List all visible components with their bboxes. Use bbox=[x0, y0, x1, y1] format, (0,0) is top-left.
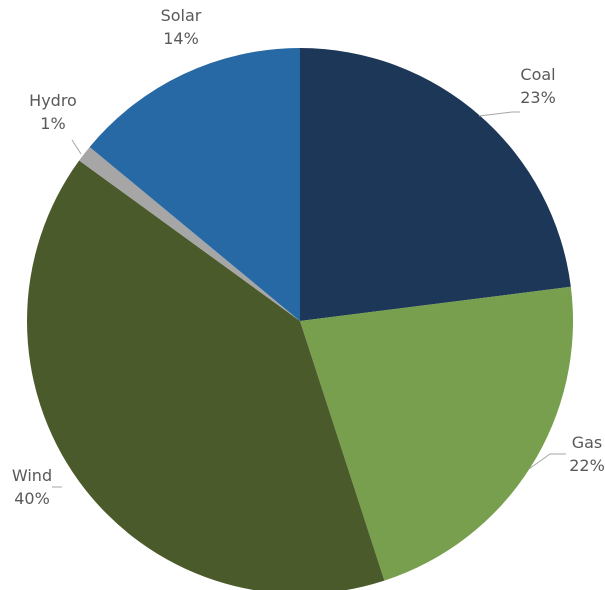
slice-name-coal: Coal bbox=[520, 65, 555, 84]
slice-percent-wind: 40% bbox=[14, 489, 50, 508]
leader-line-hydro bbox=[71, 139, 82, 155]
slice-name-gas: Gas bbox=[572, 433, 603, 452]
leader-line-coal bbox=[478, 111, 520, 117]
pie-slice-wind bbox=[27, 160, 385, 590]
slice-percent-gas: 22% bbox=[569, 456, 605, 475]
data-label-hydro: Hydro 1% bbox=[29, 91, 77, 133]
pie-slice-hydro bbox=[79, 146, 300, 321]
slice-percent-coal: 23% bbox=[520, 88, 556, 107]
leader-lines bbox=[52, 111, 566, 488]
pie-slices bbox=[27, 48, 574, 590]
leader-line-gas bbox=[528, 453, 566, 470]
data-label-solar: Solar 14% bbox=[161, 6, 202, 48]
slice-percent-hydro: 1% bbox=[40, 114, 65, 133]
data-labels: Coal 23% Gas 22% Wind 40% Hydro 1% Solar 14% bbox=[12, 6, 605, 508]
slice-name-wind: Wind bbox=[12, 466, 52, 485]
data-label-coal: Coal 23% bbox=[520, 65, 556, 107]
pie-slice-coal bbox=[300, 48, 571, 321]
data-label-wind: Wind 40% bbox=[12, 466, 52, 508]
slice-name-hydro: Hydro bbox=[29, 91, 77, 110]
slice-percent-solar: 14% bbox=[163, 29, 199, 48]
pie-slice-gas bbox=[300, 286, 574, 581]
slice-name-solar: Solar bbox=[161, 6, 202, 25]
pie-slice-solar bbox=[89, 48, 301, 321]
data-label-gas: Gas 22% bbox=[569, 433, 605, 475]
